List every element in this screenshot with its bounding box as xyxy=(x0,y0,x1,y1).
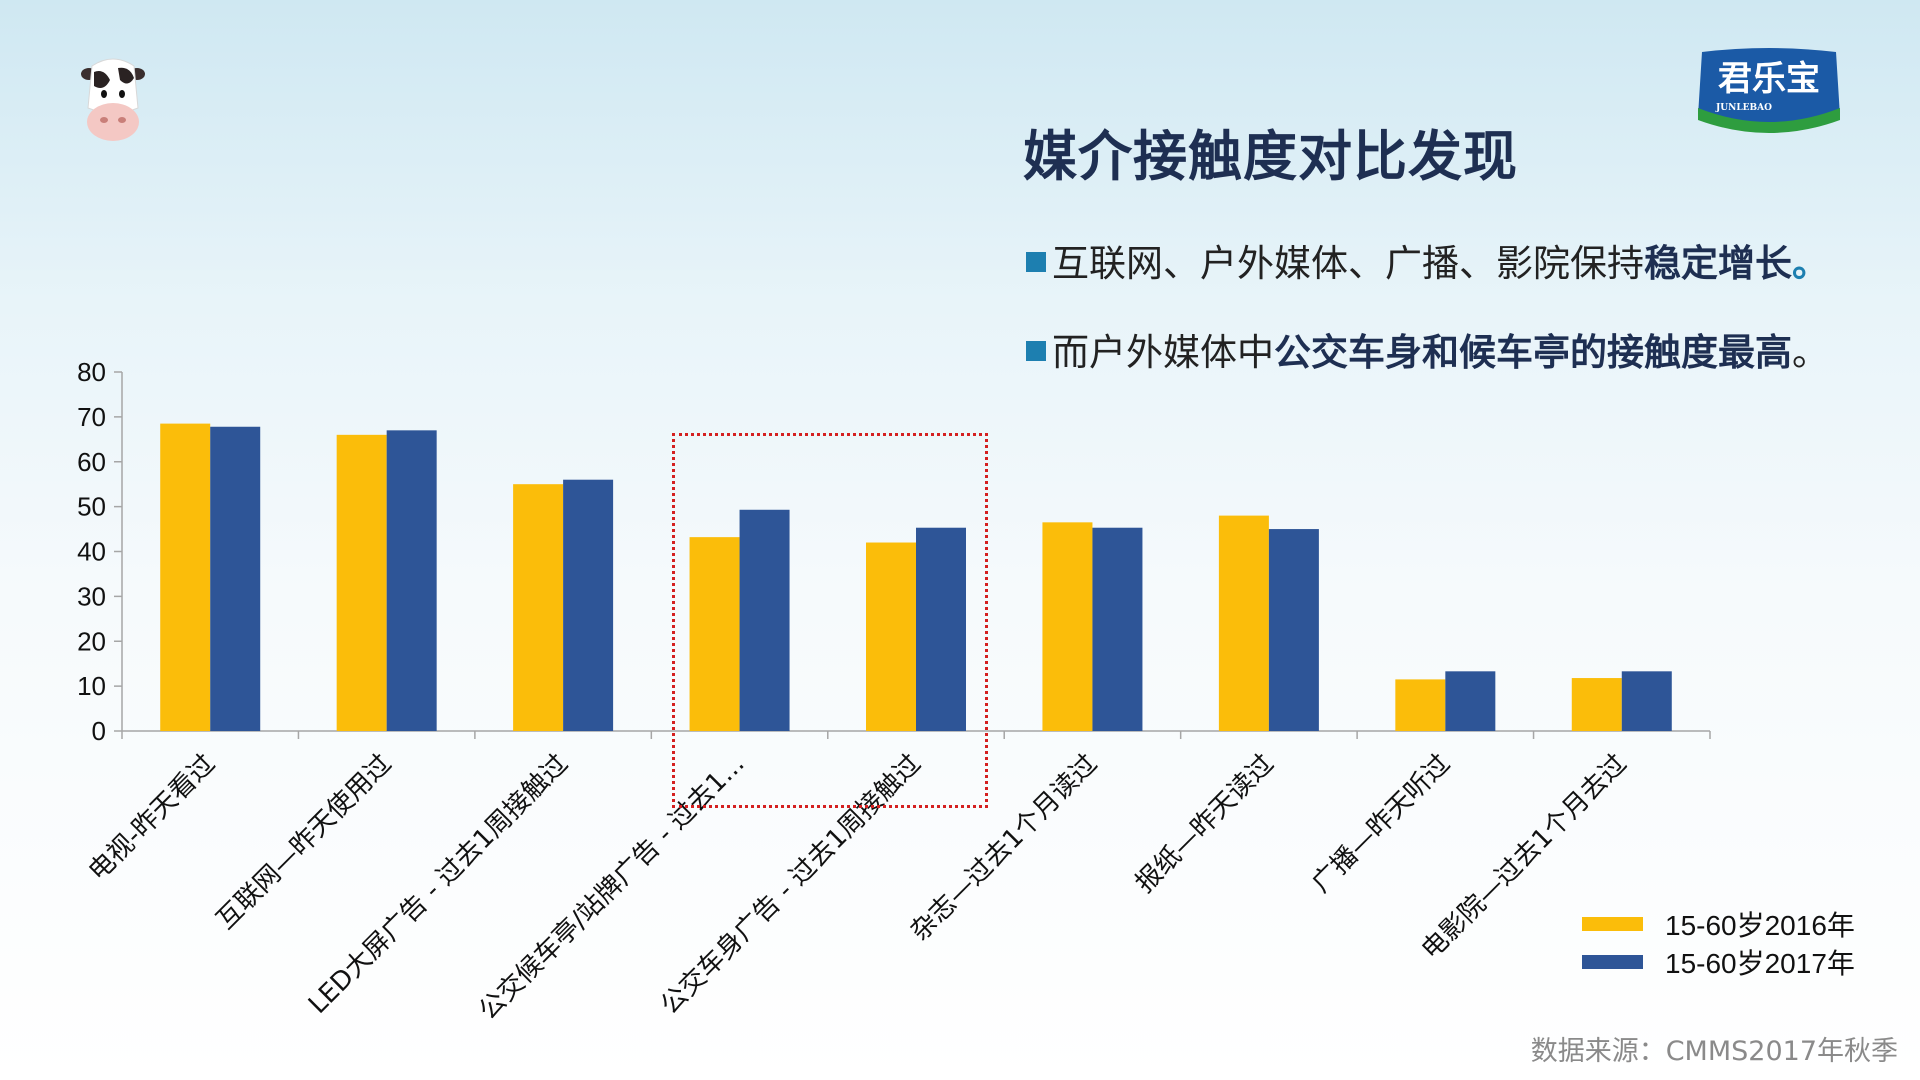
bullet-2-text: 而户外媒体中 xyxy=(1052,331,1274,374)
bullet-point-2: 而户外媒体中公交车身和候车亭的接触度最高。 xyxy=(1026,322,1829,376)
x-category-label: 电视-昨天看过 xyxy=(83,749,221,887)
bar-2016 xyxy=(1571,678,1622,731)
bar-2017 xyxy=(1268,529,1319,731)
bar-2017 xyxy=(916,527,966,731)
bullet-1-end: 。 xyxy=(1792,242,1829,285)
legend-label-2017: 15-60岁2017年 xyxy=(1665,948,1855,979)
bar-2017 xyxy=(1621,671,1672,731)
data-source: 数据来源：CMMS2017年秋季 xyxy=(1530,1036,1898,1067)
chart-legend: 15-60岁2016年 15-60岁2017年 xyxy=(1582,905,1855,981)
bar-2016 xyxy=(160,423,211,731)
bullet-1-bold: 稳定增长 xyxy=(1644,242,1792,285)
bullet-2-bold: 公交车身和候车亭的接触度最高 xyxy=(1274,331,1792,374)
bar-2016 xyxy=(689,537,740,731)
bullet-square-icon xyxy=(1026,341,1046,361)
logo-subtext: JUNLEBAO xyxy=(1715,103,1772,113)
bar-2016 xyxy=(1395,679,1446,731)
legend-label-2016: 15-60岁2016年 xyxy=(1665,910,1855,941)
legend-swatch-2017 xyxy=(1582,955,1643,969)
bar-2017 xyxy=(386,430,437,731)
junlebao-logo: 君乐宝 JUNLEBAO xyxy=(1698,48,1840,133)
y-tick-label: 50 xyxy=(77,492,106,522)
page-title: 媒介接触度对比发现 xyxy=(1023,125,1518,188)
y-tick-label: 80 xyxy=(77,357,106,387)
y-tick-label: 0 xyxy=(92,716,106,746)
bar-2017 xyxy=(739,509,790,731)
legend-item-2016: 15-60岁2016年 xyxy=(1582,905,1855,943)
bar-2016 xyxy=(866,542,916,731)
y-tick-label: 30 xyxy=(77,581,106,611)
legend-swatch-2016 xyxy=(1582,917,1643,931)
x-category-label: 报纸—昨天读过 xyxy=(1130,749,1280,899)
bullet-point-1: 互联网、户外媒体、广播、影院保持稳定增长。 xyxy=(1026,233,1829,287)
legend-item-2017: 15-60岁2017年 xyxy=(1582,943,1855,981)
bar-2017 xyxy=(1092,527,1143,731)
x-category-label: 广播—昨天听过 xyxy=(1306,749,1456,899)
bar-2017 xyxy=(563,479,614,731)
bar-2016 xyxy=(513,484,564,731)
bar-2016 xyxy=(1218,515,1269,731)
bullet-2-end: 。 xyxy=(1792,331,1829,374)
bar-2017 xyxy=(1445,671,1496,731)
bar-2016 xyxy=(1042,522,1093,731)
x-category-label: 互联网—昨天使用过 xyxy=(211,749,398,936)
bar-2016 xyxy=(336,434,387,731)
bullet-1-text: 互联网、户外媒体、广播、影院保持 xyxy=(1052,242,1644,285)
cow-mascot-icon xyxy=(81,58,145,141)
bullet-square-icon xyxy=(1026,252,1046,272)
y-tick-label: 70 xyxy=(77,402,106,432)
y-tick-label: 40 xyxy=(77,537,106,567)
y-tick-label: 20 xyxy=(77,626,106,656)
y-tick-label: 10 xyxy=(77,671,106,701)
highlight-box xyxy=(672,433,988,808)
y-tick-label: 60 xyxy=(77,447,106,477)
bar-2017 xyxy=(210,426,261,731)
logo-text: 君乐宝 xyxy=(1718,59,1820,99)
